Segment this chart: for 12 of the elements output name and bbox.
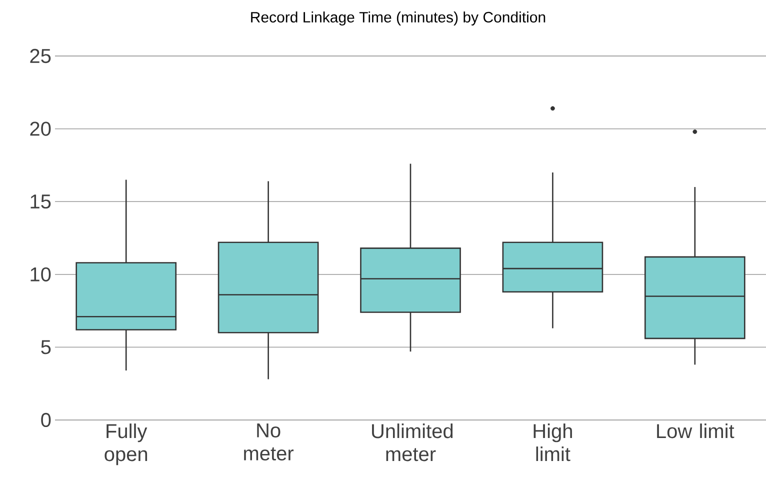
y-tick-label: 25 (30, 48, 51, 64)
x-tick-label: Low limit (657, 424, 734, 438)
y-tick-label: 0 (41, 412, 51, 428)
y-tick-label: 20 (30, 122, 51, 136)
x-tick-label: Fully open (104, 424, 148, 466)
x-tick-label: Unlimited meter (372, 424, 453, 462)
x-tick-label: No meter (244, 424, 294, 460)
y-tick-label: 15 (30, 194, 51, 209)
chart-title: Record Linkage Time (minutes) by Condition (251, 12, 546, 26)
x-tick-label: High limit (534, 424, 572, 462)
y-tick-label: 5 (41, 340, 51, 354)
y-tick-label: 10 (30, 267, 51, 282)
